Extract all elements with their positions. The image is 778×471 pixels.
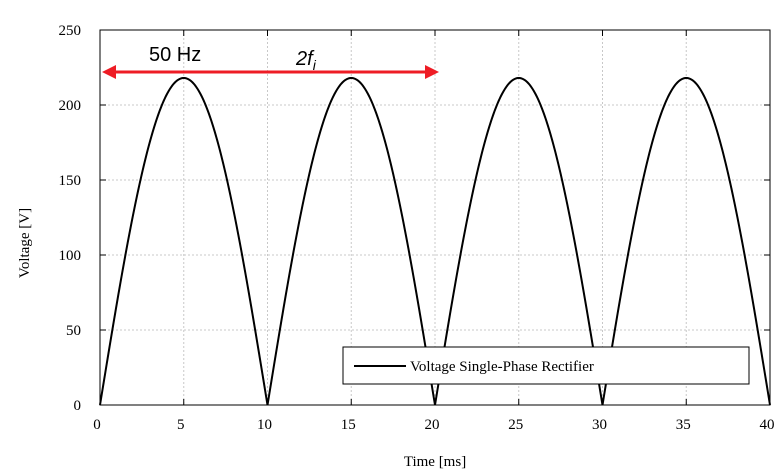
arrow-head-right [425, 65, 439, 79]
y-tick-label: 0 [74, 398, 82, 414]
x-tick-label: 15 [341, 417, 356, 433]
y-tick-label: 50 [66, 323, 81, 339]
x-tick-label: 25 [508, 417, 523, 433]
y-tick-label: 200 [59, 98, 82, 114]
y-axis-label: Voltage [V] [17, 208, 33, 278]
annotation-50hz: 50 Hz [149, 44, 201, 66]
x-tick-label: 35 [676, 417, 691, 433]
y-tick-label: 250 [59, 23, 82, 39]
y-tick-label: 150 [59, 173, 82, 189]
arrow-head-left [102, 65, 116, 79]
y-tick-label: 100 [59, 248, 82, 264]
x-axis-label: Time [ms] [404, 454, 466, 470]
frequency-arrow [102, 65, 439, 79]
x-tick-label: 20 [425, 417, 440, 433]
x-tick-label: 40 [760, 417, 775, 433]
x-tick-label: 30 [592, 417, 607, 433]
legend: Voltage Single-Phase Rectifier [343, 347, 749, 384]
x-tick-label: 5 [177, 417, 185, 433]
x-tick-label: 10 [257, 417, 272, 433]
x-tick-label: 0 [93, 417, 101, 433]
annotation-2fi: 2fi [295, 48, 317, 73]
legend-label: Voltage Single-Phase Rectifier [410, 359, 594, 375]
